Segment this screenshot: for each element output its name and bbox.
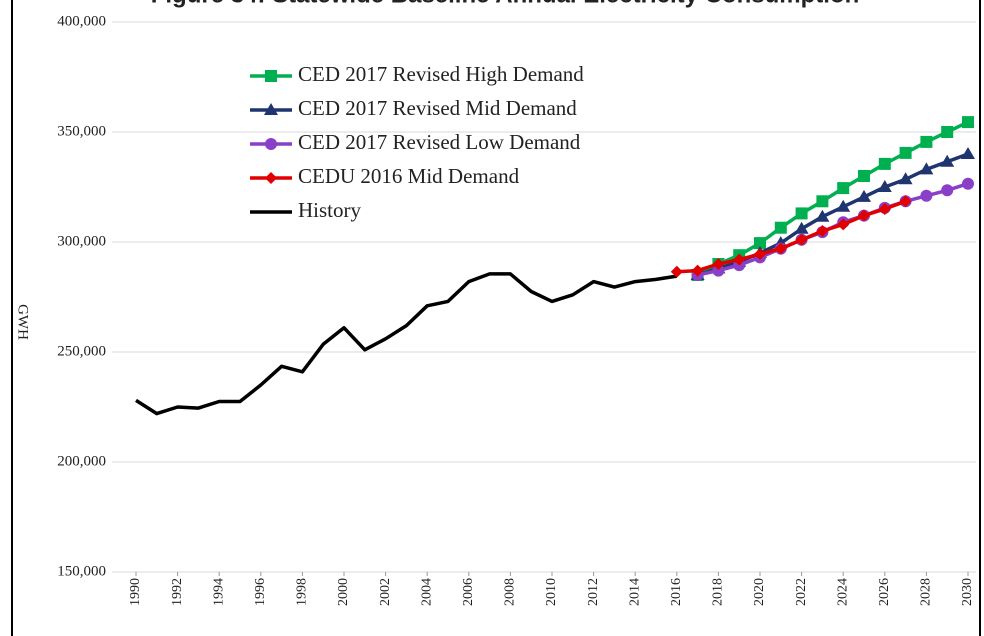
- axes: 150,000 200,000 250,000 300,000 350,000 400,0…: [57, 13, 975, 606]
- marker-diamond: [774, 242, 787, 255]
- marker-circle: [920, 189, 933, 202]
- marker-triangle: [919, 162, 934, 175]
- x-tick-label: 2024: [835, 578, 850, 606]
- x-tick-label: 2006: [461, 578, 476, 606]
- x-tick-label: 2012: [586, 578, 601, 606]
- x-tick-label: 2026: [877, 578, 892, 606]
- y-tick-label: 200,000: [57, 453, 106, 469]
- marker-diamond: [691, 264, 704, 277]
- marker-square: [941, 126, 954, 138]
- x-tick-label: 2016: [669, 578, 684, 606]
- x-tick-label: 2004: [419, 578, 434, 606]
- y-tick-label: 150,000: [57, 563, 106, 579]
- marker-diamond: [712, 258, 725, 270]
- marker-circle: [712, 264, 725, 277]
- marker-square: [962, 116, 974, 129]
- x-tick-label: 2022: [794, 578, 809, 606]
- legend-label: CEDU 2016 Mid Demand: [298, 164, 520, 188]
- marker-diamond: [858, 209, 870, 222]
- legend: CED 2017 Revised High Demand CED 2017 Rev…: [250, 62, 584, 222]
- marker-diamond: [878, 203, 891, 215]
- marker-triangle: [940, 154, 955, 167]
- marker-triangle: [877, 180, 892, 192]
- x-tick-label: 2028: [919, 578, 934, 606]
- marker-diamond: [837, 218, 850, 231]
- marker-diamond: [795, 233, 808, 246]
- marker-diamond: [816, 225, 829, 237]
- x-tick-label: 1992: [170, 578, 185, 606]
- x-tick-label: 1996: [253, 578, 268, 606]
- marker-square: [816, 195, 829, 208]
- y-axis-label: GWH: [15, 304, 31, 340]
- x-tick-label: 2010: [544, 578, 559, 606]
- marker-circle: [265, 138, 277, 150]
- marker-diamond: [733, 253, 746, 266]
- marker-circle: [941, 184, 954, 197]
- y-tick-label: 400,000: [57, 13, 106, 29]
- marker-diamond: [899, 195, 912, 208]
- marker-square: [837, 182, 850, 195]
- marker-square: [858, 170, 870, 182]
- legend-label: CED 2017 Revised Low Demand: [298, 130, 581, 154]
- series-line: [135, 272, 678, 416]
- grid: [112, 21, 976, 573]
- y-tick-label: 250,000: [57, 343, 106, 359]
- x-tick-label: 1998: [295, 578, 310, 606]
- marker-triangle: [815, 209, 830, 222]
- x-tick-label: 2030: [960, 578, 975, 606]
- x-tick-label: 2008: [503, 578, 518, 606]
- marker-diamond: [754, 248, 766, 261]
- marker-triangle: [898, 172, 913, 185]
- marker-triangle: [836, 199, 851, 212]
- marker-square: [878, 157, 891, 170]
- marker-triangle: [961, 147, 975, 159]
- x-tick-label: 1990: [128, 578, 143, 606]
- legend-label: CED 2017 Revised High Demand: [298, 62, 584, 86]
- marker-diamond: [265, 172, 277, 184]
- marker-square: [920, 135, 933, 148]
- marker-triangle: [857, 189, 871, 202]
- x-tick-label: 2000: [336, 578, 351, 606]
- x-tick-label: 2018: [711, 578, 726, 606]
- marker-circle: [962, 177, 974, 190]
- x-tick-label: 1994: [211, 578, 226, 606]
- x-tick-label: 2014: [627, 578, 642, 606]
- marker-square: [899, 146, 912, 159]
- y-tick-label: 300,000: [57, 233, 106, 249]
- marker-square: [795, 207, 808, 220]
- marker-diamond: [670, 265, 683, 278]
- marker-square: [265, 70, 277, 82]
- marker-triangle: [264, 103, 278, 115]
- marker-square: [774, 221, 787, 234]
- chart-title: Figure 34: Statewide Baseline Annual Ele…: [151, 0, 860, 8]
- x-tick-label: 2020: [752, 578, 767, 606]
- plot-area: [135, 116, 975, 416]
- legend-label: History: [298, 198, 362, 222]
- legend-label: CED 2017 Revised Mid Demand: [298, 96, 577, 120]
- marker-triangle: [794, 221, 809, 234]
- x-tick-label: 2002: [378, 578, 393, 606]
- marker-square: [754, 237, 766, 250]
- y-tick-label: 350,000: [57, 123, 106, 139]
